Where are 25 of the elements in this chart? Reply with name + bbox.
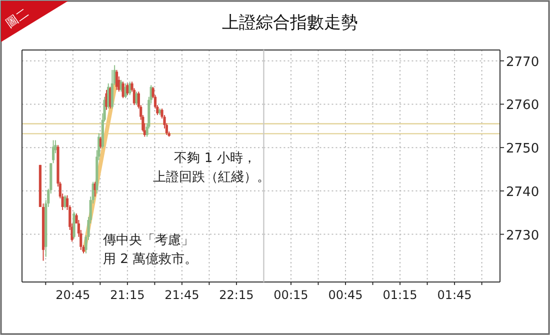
y-tick-label: 2760 bbox=[506, 98, 540, 114]
x-tick-label: 00:15 bbox=[274, 288, 308, 302]
x-tick-label: 01:45 bbox=[437, 288, 472, 302]
y-tick-label: 2770 bbox=[506, 54, 540, 70]
candlestick bbox=[126, 82, 129, 96]
x-tick-label: 00:45 bbox=[328, 288, 363, 302]
x-tick-label: 22:15 bbox=[219, 288, 254, 302]
annotation: 上證回跌（紅綫）。 bbox=[153, 170, 270, 185]
y-tick-label: 2750 bbox=[506, 142, 540, 157]
text: 圖二 bbox=[3, 5, 31, 31]
x-tick-label: 20:45 bbox=[56, 288, 90, 302]
candlestick bbox=[52, 140, 55, 164]
candlestick bbox=[72, 211, 76, 240]
x-tick-label: 21:15 bbox=[110, 288, 145, 302]
candlestick bbox=[135, 91, 138, 106]
chart-title: 上證綜合指數走勢 bbox=[222, 13, 358, 33]
annotation: 用 2 萬億救市。 bbox=[103, 252, 198, 267]
annotation: 傳中央「考慮」 bbox=[102, 233, 194, 248]
annotation: 不夠 1 小時， bbox=[174, 151, 256, 166]
x-tick-label: 01:15 bbox=[382, 288, 418, 302]
candlestick bbox=[122, 81, 124, 99]
y-tick-label: 2730 bbox=[506, 228, 540, 244]
y-tick-label: 2740 bbox=[506, 184, 540, 200]
candlestick bbox=[110, 69, 114, 110]
x-tick-label: 21:45 bbox=[164, 288, 200, 302]
